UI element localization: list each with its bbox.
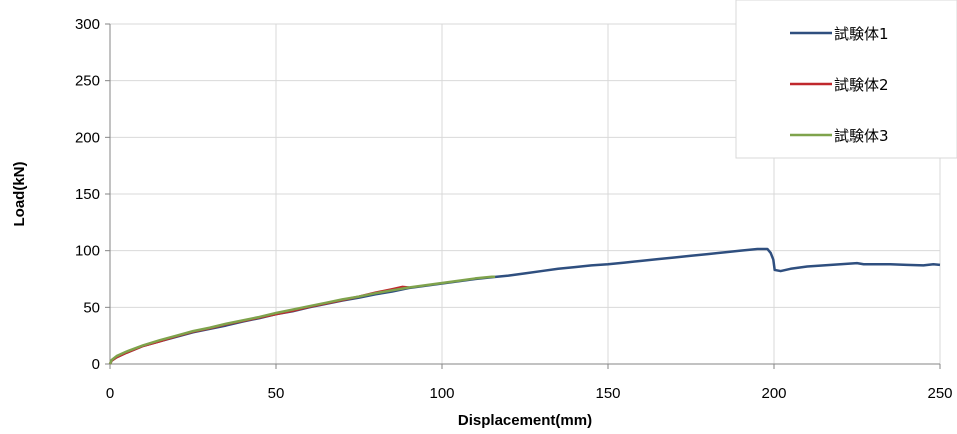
- series-line-1: [108, 247, 941, 365]
- legend-label-2: 試験体2: [834, 76, 889, 94]
- legend-label-1: 試験体1: [834, 25, 889, 43]
- x-axis-title: Displacement(mm): [458, 412, 592, 429]
- y-tick-label: 100: [75, 243, 100, 260]
- legend-box: [735, 0, 957, 159]
- y-axis-title: Load(kN): [11, 162, 28, 227]
- series-line-2: [108, 285, 409, 365]
- y-tick-label: 0: [92, 356, 100, 373]
- y-tick-label: 250: [75, 73, 100, 90]
- y-tick-label: 300: [75, 16, 100, 33]
- tick-labels: 0 50 100 150 200 250 300 0 50 100 150 200 250: [75, 16, 953, 402]
- x-tick-label: 250: [927, 385, 952, 402]
- y-tick-label: 200: [75, 129, 100, 146]
- series-line-3: [108, 275, 496, 365]
- series-lines: [108, 247, 941, 365]
- axes: [105, 23, 941, 369]
- x-tick-label: 0: [106, 385, 114, 402]
- legend: 試験体1 試験体2 試験体3: [735, 0, 957, 159]
- legend-label-3: 試験体3: [834, 127, 889, 145]
- y-tick-label: 50: [83, 299, 100, 316]
- x-tick-label: 200: [761, 385, 786, 402]
- x-tick-label: 100: [429, 385, 454, 402]
- y-tick-label: 150: [75, 186, 100, 203]
- x-tick-label: 50: [268, 385, 285, 402]
- x-tick-label: 150: [595, 385, 620, 402]
